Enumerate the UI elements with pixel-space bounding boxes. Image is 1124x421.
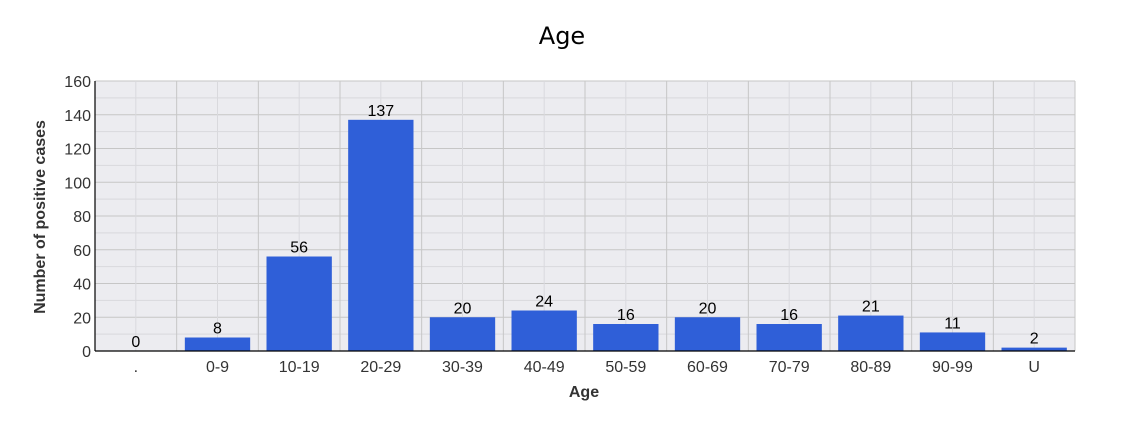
y-axis-title: Number of positive cases bbox=[32, 120, 49, 314]
bar bbox=[429, 317, 496, 351]
data-label: 16 bbox=[617, 307, 635, 324]
bar bbox=[266, 256, 332, 351]
bar bbox=[674, 317, 741, 351]
x-tick-label: 20-29 bbox=[360, 359, 401, 376]
data-label: 56 bbox=[290, 240, 308, 257]
data-label: 0 bbox=[131, 334, 140, 351]
x-tick-label: . bbox=[134, 359, 138, 376]
grid-layer bbox=[95, 80, 1076, 351]
x-tick-label: 0-9 bbox=[206, 359, 229, 376]
bar bbox=[1001, 347, 1067, 351]
data-label: 21 bbox=[862, 299, 880, 316]
x-tick-label: 90-99 bbox=[932, 359, 973, 376]
labels-layer: 0 20 40 60 80 100 120 140 160 0. 8 0-9 56 10-19 137 20-… bbox=[64, 74, 1040, 376]
data-label: 137 bbox=[367, 103, 394, 120]
y-tick-label: 40 bbox=[73, 277, 91, 294]
bar bbox=[184, 337, 251, 351]
data-label: 20 bbox=[699, 300, 717, 317]
x-axis-title: Age bbox=[569, 384, 599, 401]
data-label: 20 bbox=[454, 300, 472, 317]
x-tick-label: 30-39 bbox=[442, 359, 483, 376]
bar bbox=[511, 310, 577, 351]
y-tick-label: 80 bbox=[73, 209, 91, 226]
chart-title: Age bbox=[538, 22, 586, 50]
x-tick-label: 50-59 bbox=[605, 359, 646, 376]
data-label: 2 bbox=[1030, 331, 1039, 348]
bar bbox=[919, 332, 986, 351]
bar bbox=[838, 315, 904, 351]
x-tick-label: U bbox=[1028, 359, 1040, 376]
y-tick-label: 120 bbox=[64, 142, 91, 159]
bar bbox=[593, 324, 659, 351]
data-label: 24 bbox=[535, 294, 553, 311]
y-tick-label: 60 bbox=[73, 243, 91, 260]
bar bbox=[756, 324, 822, 351]
bars-layer bbox=[184, 119, 1067, 351]
y-tick-label: 160 bbox=[64, 74, 91, 91]
y-tick-label: 100 bbox=[64, 175, 91, 192]
data-label: 8 bbox=[213, 321, 222, 338]
x-tick-label: 60-69 bbox=[687, 359, 728, 376]
y-tick-label: 0 bbox=[82, 344, 91, 361]
y-tick-label: 20 bbox=[73, 310, 91, 327]
data-label: 16 bbox=[780, 307, 798, 324]
x-tick-label: 40-49 bbox=[524, 359, 565, 376]
axis-layer bbox=[94, 81, 1075, 352]
x-tick-label: 10-19 bbox=[279, 359, 320, 376]
x-tick-label: 70-79 bbox=[769, 359, 810, 376]
y-tick-label: 140 bbox=[64, 108, 91, 125]
data-label: 11 bbox=[944, 315, 961, 332]
x-tick-label: 80-89 bbox=[850, 359, 891, 376]
bar bbox=[348, 119, 414, 351]
